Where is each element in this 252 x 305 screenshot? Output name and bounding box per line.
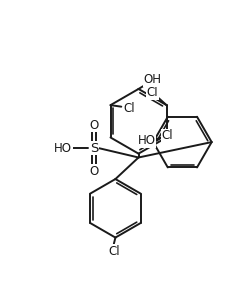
Text: Cl: Cl [108, 245, 119, 258]
Text: HO: HO [54, 142, 72, 155]
Text: S: S [89, 142, 98, 155]
Text: Cl: Cl [161, 129, 172, 142]
Text: Cl: Cl [123, 102, 134, 115]
Text: OH: OH [143, 73, 161, 86]
Text: O: O [89, 165, 98, 178]
Text: Cl: Cl [146, 86, 158, 99]
Text: O: O [89, 119, 98, 132]
Text: HO: HO [137, 134, 155, 147]
